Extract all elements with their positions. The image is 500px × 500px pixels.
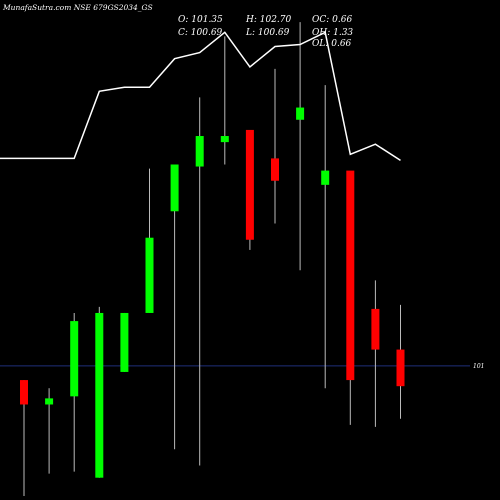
oc-label: OC: 0.66 [312, 15, 352, 25]
oh-label: OH: 1.33 [312, 28, 353, 38]
chart-title: MunafaSutra.com NSE 679GS2034_GS [2, 3, 153, 12]
candle-body [396, 349, 405, 387]
candle-body [195, 136, 204, 167]
candle-body [120, 312, 129, 372]
candle-body [296, 107, 305, 120]
candle-body [245, 129, 254, 240]
candle-body [346, 170, 355, 381]
candle-body [45, 398, 54, 405]
candle-body [70, 321, 79, 397]
candle-body [371, 308, 380, 350]
close-label: C: 100.69 [178, 28, 223, 38]
candles-group [20, 22, 405, 496]
ol-label: OL: 0.66 [312, 39, 352, 49]
candle-body [145, 237, 154, 313]
candle-body [321, 170, 330, 185]
candle-body [271, 158, 279, 181]
candle-body [95, 312, 104, 478]
candle-body [170, 164, 179, 212]
high-label: H: 102.70 [245, 15, 292, 25]
candle-body [220, 136, 229, 143]
low-label: L: 100.69 [245, 28, 290, 38]
open-label: O: 101.35 [178, 15, 223, 25]
candle-body [20, 380, 28, 405]
reference-line-label: 101 [473, 363, 484, 370]
overlay-line [0, 31, 401, 162]
